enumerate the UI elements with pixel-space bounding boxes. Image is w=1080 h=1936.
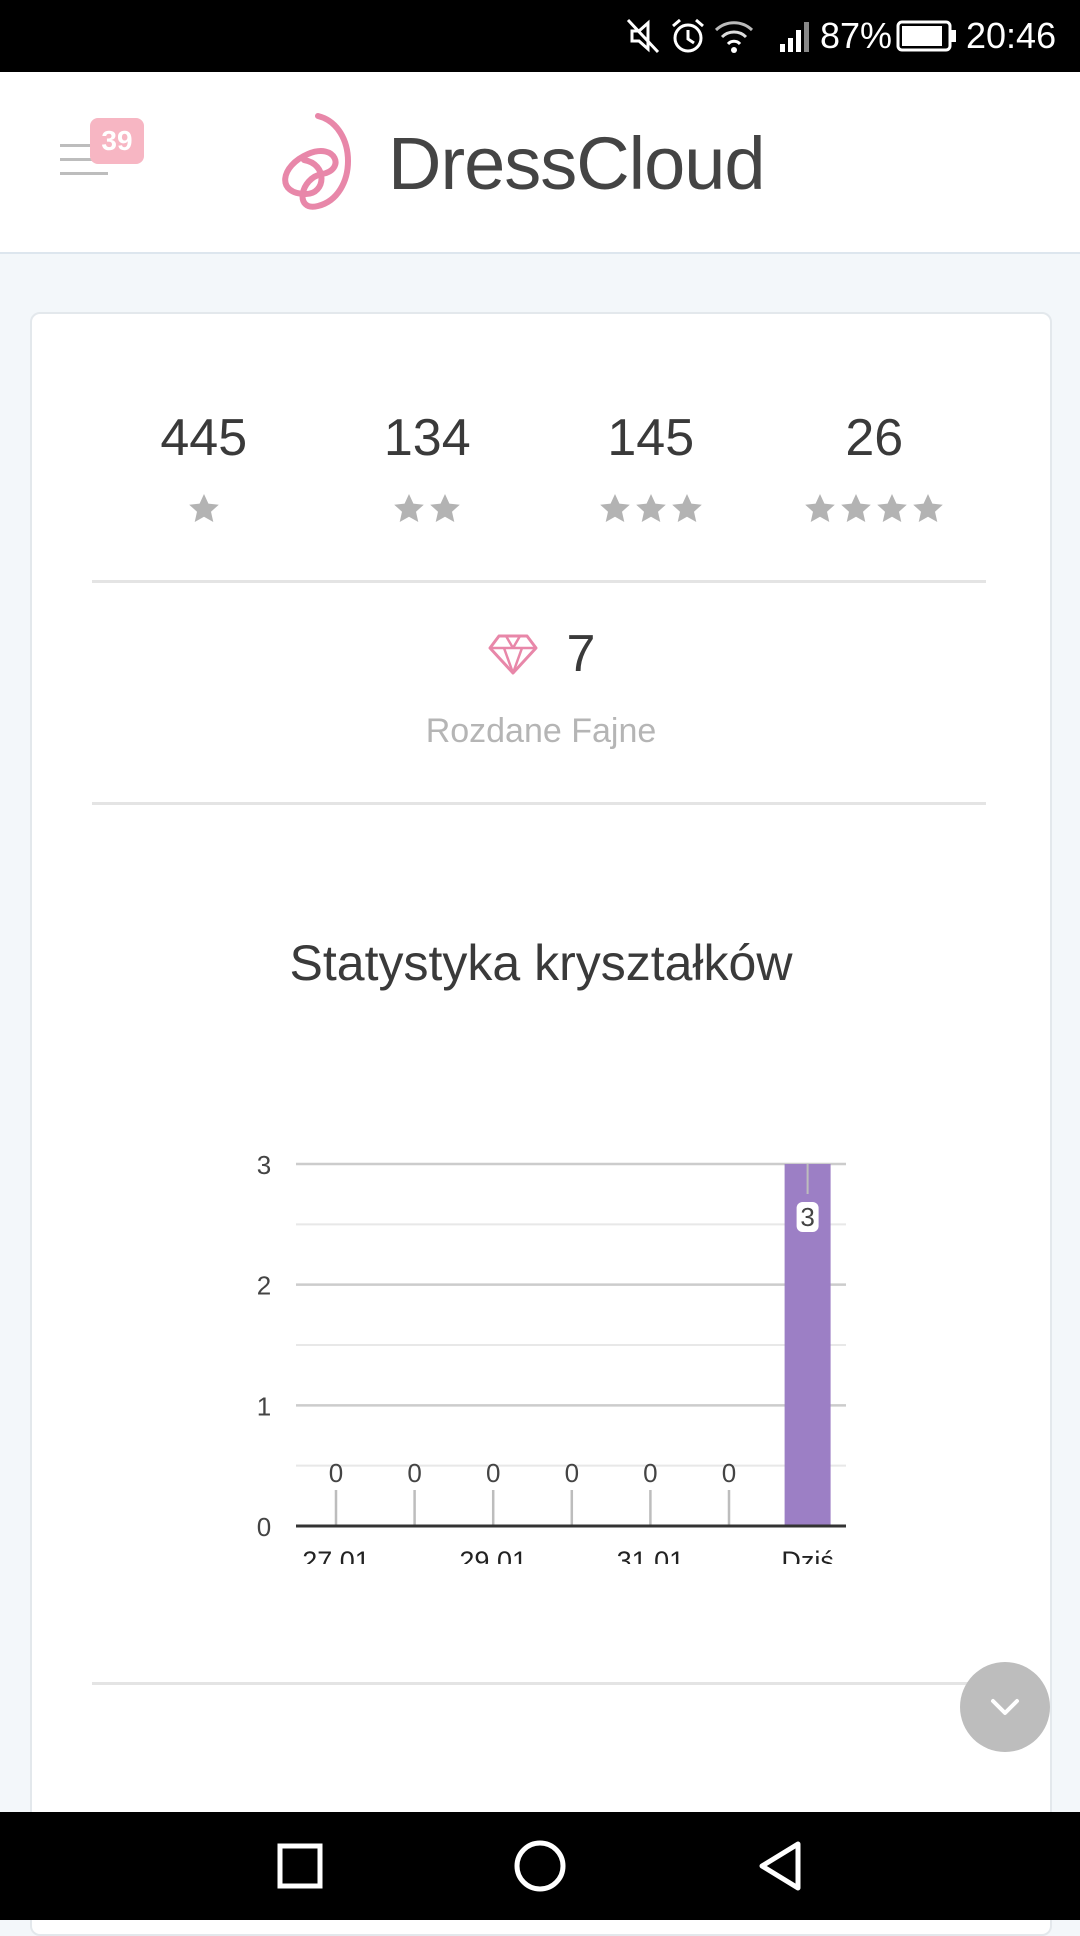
menu-button[interactable] [56, 132, 112, 192]
status-bar: 87% 20:46 [0, 0, 1080, 72]
star-icon [913, 494, 944, 522]
star-icon [188, 494, 219, 522]
battery-percent: 87% [820, 15, 893, 56]
y-tick-label: 1 [257, 1391, 271, 1421]
star-icon [394, 494, 425, 522]
wifi-icon [712, 0, 756, 72]
hamburger-icon [60, 144, 108, 147]
x-tick-label: 27.01 [302, 1546, 370, 1564]
divider [92, 580, 986, 583]
mute-icon [624, 0, 664, 72]
rating-4-stars: 26 [763, 412, 987, 552]
battery-icon [896, 0, 958, 72]
star-icon [841, 494, 872, 522]
rating-count: 26 [845, 409, 904, 467]
logo-text: DressCloud [388, 121, 766, 205]
data-label: 0 [722, 1458, 736, 1488]
data-label: 0 [407, 1458, 421, 1488]
rating-1-star: 445 [92, 412, 316, 552]
data-label: 0 [565, 1458, 579, 1488]
app-header: 39 DressCloud [0, 72, 1080, 254]
signal-icon [776, 0, 816, 72]
stars [803, 492, 945, 526]
y-tick-label: 0 [257, 1512, 271, 1542]
y-tick-label: 2 [257, 1271, 271, 1301]
data-label-bg [796, 1202, 819, 1232]
rating-2-stars: 134 [316, 412, 540, 552]
crystal-stats-chart: 0123027.01028.01029.01030.01031.010Wczor… [257, 1150, 846, 1564]
star-icon [671, 494, 702, 522]
back-triangle-icon [759, 1841, 801, 1891]
star-icon [877, 494, 908, 522]
y-tick-label: 3 [257, 1150, 271, 1180]
fajne-label: Rozdane Fajne [425, 712, 657, 750]
square-icon [277, 1843, 323, 1889]
divider [92, 1682, 986, 1685]
recent-apps-button[interactable] [270, 1836, 330, 1896]
fajne-count: 7 [566, 625, 596, 683]
fajne-section: 7 Rozdane Fajne [32, 624, 1050, 751]
rating-count: 445 [160, 409, 248, 467]
scroll-down-button[interactable] [960, 1662, 1050, 1752]
data-label: 0 [486, 1458, 500, 1488]
data-label: 3 [800, 1202, 814, 1232]
data-label: 0 [643, 1458, 657, 1488]
stats-card: 445 134 145 26 7 Rozdane Fajne Statystyk… [30, 312, 1052, 1936]
clock: 20:46 [966, 15, 1057, 56]
home-button[interactable] [510, 1836, 570, 1896]
star-icon [635, 494, 666, 522]
rating-count: 134 [383, 409, 471, 467]
logo-icon [282, 113, 351, 210]
stars [392, 492, 462, 526]
star-icon [599, 494, 630, 522]
chevron-down-icon [991, 1699, 1019, 1715]
star-icon [430, 494, 461, 522]
ratings-row: 445 134 145 26 [92, 412, 986, 552]
chart-title: Statystyka kryształków [289, 935, 793, 991]
divider [92, 802, 986, 805]
stars [598, 492, 704, 526]
diamond-icon [488, 634, 538, 675]
star-icon [805, 494, 836, 522]
data-label: 0 [329, 1458, 343, 1488]
x-tick-label: 29.01 [459, 1546, 527, 1564]
x-tick-label: Dziś [781, 1546, 834, 1564]
navigation-bar [0, 1812, 1080, 1920]
rating-count: 145 [607, 409, 695, 467]
alarm-icon [668, 0, 708, 72]
x-tick-label: 31.01 [617, 1546, 685, 1564]
notification-badge[interactable]: 39 [90, 118, 144, 164]
back-button[interactable] [750, 1836, 810, 1896]
logo[interactable]: DressCloud [266, 108, 766, 218]
stars [187, 492, 221, 526]
rating-3-stars: 145 [539, 412, 763, 552]
circle-icon [514, 1840, 566, 1892]
